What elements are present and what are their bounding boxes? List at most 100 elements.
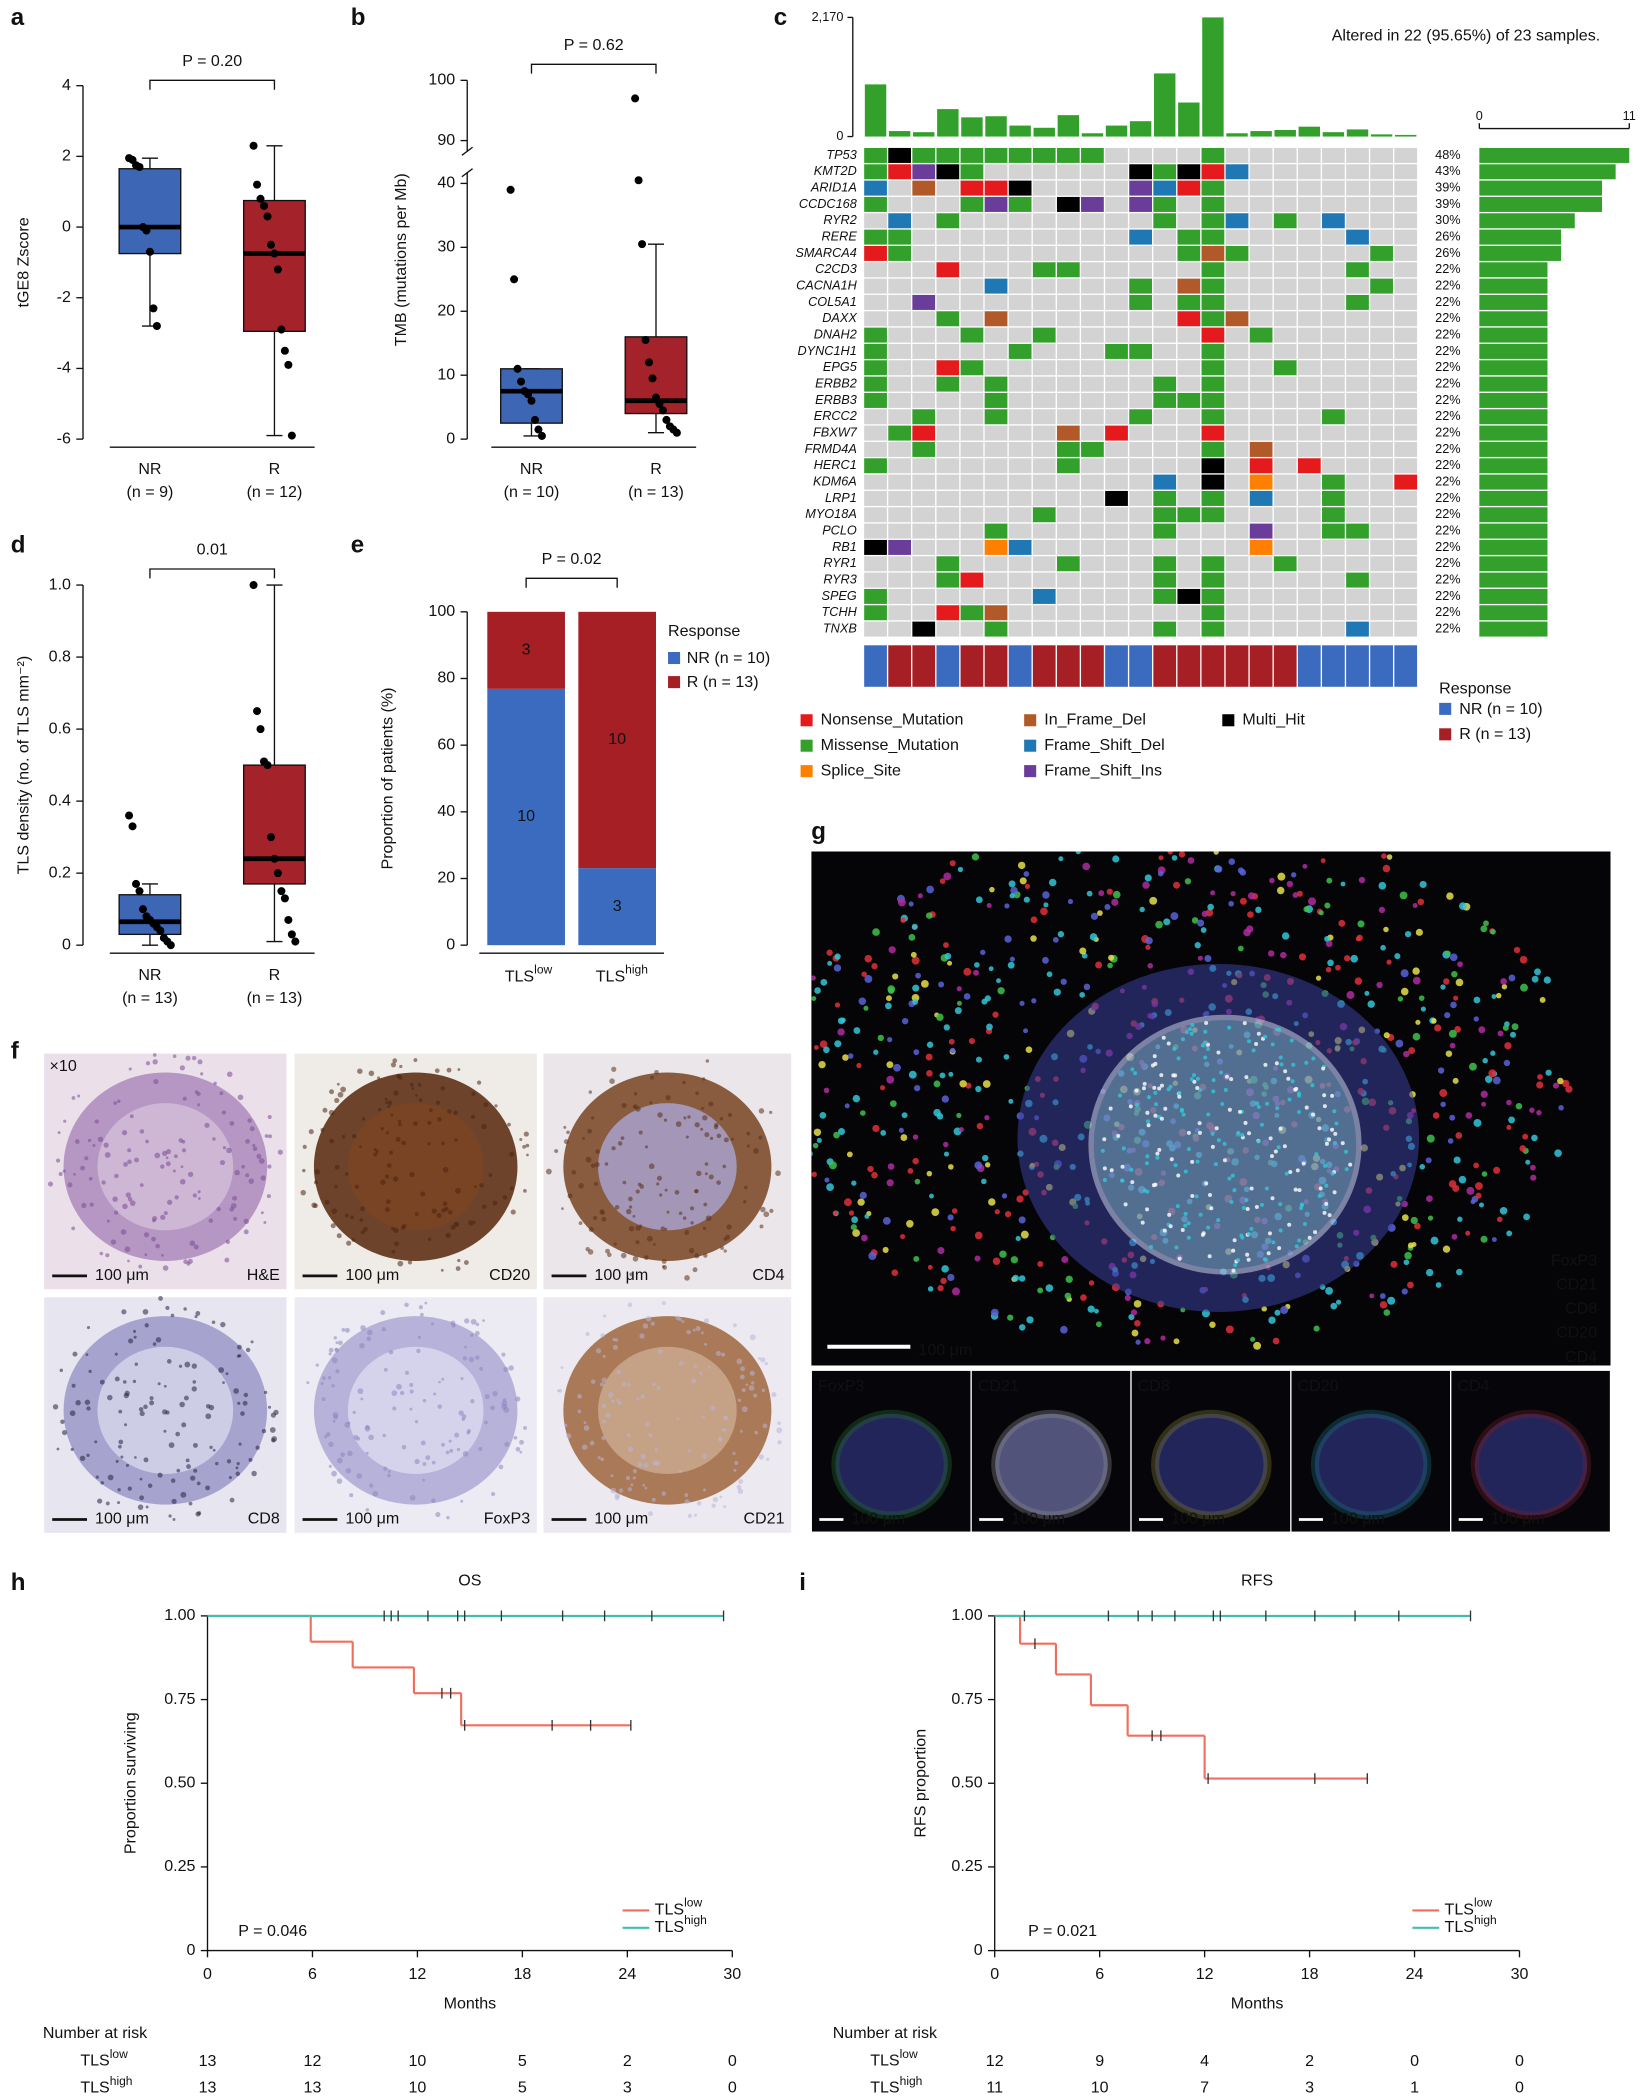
texture	[390, 1113, 393, 1116]
texture	[77, 1095, 80, 1098]
texture	[153, 1079, 158, 1084]
mutation-cell	[1394, 148, 1417, 163]
texture	[471, 1319, 477, 1325]
mutation-cell	[1226, 181, 1249, 196]
texture	[229, 1476, 232, 1479]
legend-swatch	[1024, 714, 1036, 726]
cell	[1149, 897, 1157, 905]
frequency-label: 26%	[1435, 228, 1460, 243]
mutation-cell	[1129, 328, 1152, 343]
y-tick-label: 0.2	[49, 863, 71, 881]
texture	[193, 1469, 197, 1473]
mutation-cell	[912, 295, 935, 310]
mutation-cell	[1177, 393, 1200, 408]
cell	[1170, 912, 1178, 920]
cell	[1228, 1108, 1232, 1112]
data-label: 10	[608, 730, 626, 748]
sample-bar	[889, 131, 910, 136]
cell	[1238, 946, 1244, 952]
cell	[1384, 1309, 1391, 1316]
cell	[964, 993, 971, 1000]
texture	[212, 1137, 216, 1141]
texture	[643, 1323, 648, 1328]
mutation-cell	[1346, 360, 1369, 375]
texture	[164, 1385, 167, 1388]
mutation-cell	[1153, 197, 1176, 212]
cell	[1544, 976, 1551, 983]
mutation-cell	[1009, 556, 1032, 571]
gene-bar	[1479, 148, 1629, 163]
cell	[1260, 1203, 1264, 1207]
cell	[1483, 920, 1489, 926]
mutation-cell	[1153, 442, 1176, 457]
mutation-cell	[1105, 197, 1128, 212]
mutation-cell	[1298, 328, 1321, 343]
texture	[515, 1396, 520, 1401]
cell	[1402, 1214, 1409, 1221]
mutation-cell	[1033, 409, 1056, 424]
mutation-cell	[936, 246, 959, 261]
mutation-cell	[1081, 573, 1104, 588]
cell	[1268, 950, 1274, 956]
mutation-cell	[1033, 605, 1056, 620]
texture	[334, 1185, 337, 1188]
mutation-cell	[1394, 328, 1417, 343]
texture	[594, 1182, 598, 1186]
texture	[222, 1110, 226, 1114]
mutation-cell	[1274, 622, 1297, 637]
cell	[1178, 1257, 1182, 1261]
cell	[1419, 1164, 1425, 1170]
cell	[1107, 889, 1113, 895]
cell	[1475, 1182, 1483, 1190]
mutation-cell	[1394, 393, 1417, 408]
cell	[1267, 1251, 1271, 1255]
legend-swatch	[668, 652, 680, 664]
mutation-cell	[1057, 573, 1080, 588]
gene-bar	[1479, 507, 1547, 522]
channel-label: CD21	[978, 1377, 1019, 1395]
texture	[630, 1483, 633, 1486]
if-image	[774, 819, 1611, 1366]
mutation-cell	[1250, 181, 1273, 196]
texture	[598, 1456, 601, 1459]
mutation-cell	[1153, 507, 1176, 522]
mutation-cell	[1009, 197, 1032, 212]
x-tick-label: 24	[1406, 1965, 1424, 1983]
cell	[1130, 1067, 1134, 1071]
sample-bar	[1323, 132, 1344, 136]
cell	[955, 1007, 962, 1014]
texture	[418, 1336, 421, 1339]
texture	[337, 1233, 342, 1238]
cell	[1469, 1063, 1477, 1071]
mutation-cell	[1274, 230, 1297, 245]
mutation-cell	[1322, 475, 1345, 490]
cell	[1019, 1275, 1026, 1282]
texture	[610, 1488, 616, 1494]
mutation-cell	[912, 377, 935, 392]
mutation-cell	[1129, 148, 1152, 163]
mutation-cell	[985, 524, 1008, 539]
risk-value: 11	[986, 2079, 1003, 2097]
texture	[89, 1177, 93, 1181]
mutation-cell	[1322, 589, 1345, 604]
mutation-cell	[1394, 475, 1417, 490]
risk-value: 10	[408, 2052, 426, 2070]
texture	[154, 1153, 160, 1159]
texture	[248, 1458, 252, 1462]
sample-bar	[1058, 115, 1079, 136]
cell	[1333, 1141, 1337, 1145]
risk-value: 13	[199, 2052, 217, 2070]
mutation-cell	[961, 279, 984, 294]
legend-swatch	[1024, 765, 1036, 777]
risk-row-label: TLSlow	[870, 2047, 918, 2070]
texture	[152, 1219, 156, 1223]
mutation-cell	[1394, 409, 1417, 424]
cell	[1449, 1180, 1457, 1188]
data-point	[149, 304, 157, 312]
cell	[1220, 1102, 1224, 1106]
texture	[189, 1502, 193, 1506]
cell	[1179, 851, 1185, 857]
texture	[694, 1364, 698, 1368]
texture	[769, 1111, 772, 1114]
texture	[160, 1164, 164, 1168]
